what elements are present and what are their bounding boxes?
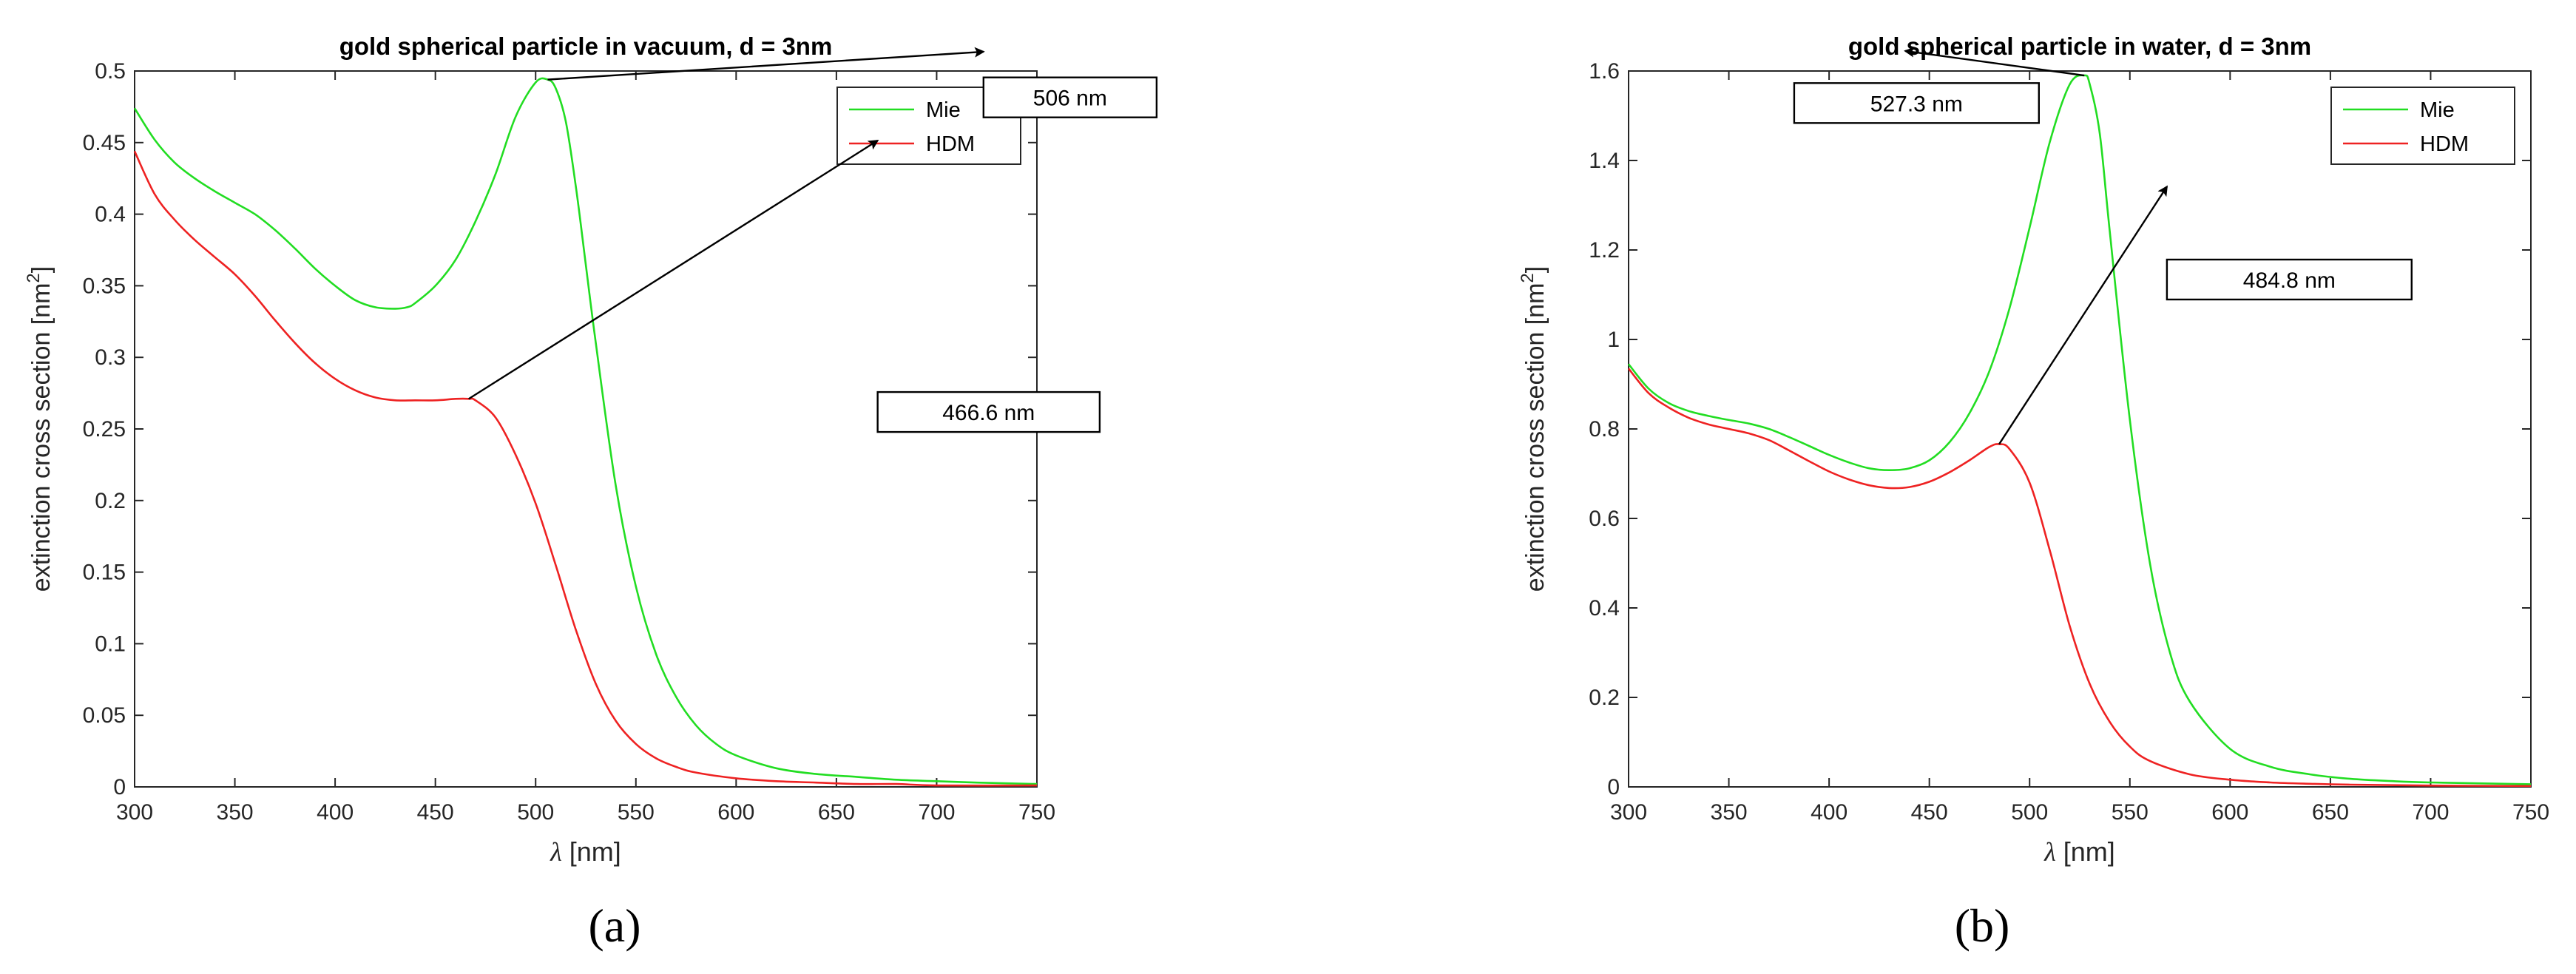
y-axis-label-text: extinction cross section [nm: [1521, 283, 1549, 592]
y-tick-label: 1.4: [1589, 149, 1620, 173]
x-axis-unit: [nm]: [2056, 836, 2115, 867]
x-axis-label: λ [nm]: [550, 836, 621, 867]
annotation-label: 506 nm: [1033, 87, 1107, 111]
series-line-mie: [1627, 74, 2532, 785]
legend-label-mie: Mie: [926, 98, 961, 122]
x-axis-symbol: λ: [2043, 837, 2056, 867]
x-tick-label: 350: [217, 800, 254, 825]
x-tick-label: 700: [2412, 800, 2449, 825]
annotation: 484.8 nm: [1998, 185, 2413, 445]
x-tick-label: 400: [1811, 800, 1848, 825]
legend: Mie HDM: [2330, 87, 2515, 165]
annotation-label: 466.6 nm: [942, 401, 1035, 425]
annotation-arrow: [468, 139, 879, 400]
legend-label-hdm: HDM: [2420, 132, 2469, 156]
y-tick-label: 1.2: [1589, 238, 1620, 263]
annotation-arrow: [1904, 47, 2085, 77]
y-tick-label: 0.35: [83, 274, 126, 298]
x-tick-label: 600: [2211, 800, 2248, 825]
chart-title: gold spherical particle in vacuum, d = 3…: [339, 33, 833, 60]
legend-box: [2330, 87, 2515, 165]
annotation-box: [982, 76, 1158, 118]
annotation-label: 484.8 nm: [2243, 268, 2336, 293]
y-tick-label: 0.5: [95, 59, 126, 84]
chart-a: 300 350 400 450 500 550 600 650 700 750 0 0.05 0.1 0.…: [24, 33, 1158, 867]
series-line-mie: [133, 77, 1038, 785]
x-axis-symbol: λ: [550, 837, 562, 867]
annotation-box: [2166, 258, 2413, 301]
y-axis-label-superscript: 2: [1518, 273, 1538, 283]
x-tick-label: 750: [2512, 800, 2549, 825]
y-tick-label: 1.6: [1589, 59, 1620, 84]
x-tick-label: 750: [1018, 800, 1055, 825]
annotation: 506 nm: [547, 47, 1158, 118]
x-tick-label: 600: [717, 800, 754, 825]
x-tick-label: 650: [2312, 800, 2349, 825]
x-tick-label: 500: [2011, 800, 2048, 825]
annotation-box: [1793, 82, 2040, 124]
y-axis-label-close: ]: [27, 266, 55, 273]
y-tick-label: 0.45: [83, 131, 126, 155]
x-tick-label: 450: [417, 800, 454, 825]
y-tick-label: 0.2: [95, 489, 126, 513]
y-tick-label: 0.15: [83, 561, 126, 585]
y-tick-label: 1: [1607, 328, 1620, 352]
annotation-arrow: [1998, 185, 2168, 445]
caption-a: (a): [588, 899, 641, 952]
legend-label-mie: Mie: [2420, 98, 2455, 122]
series-line-hdm: [133, 150, 1038, 787]
x-tick-label: 550: [2112, 800, 2149, 825]
x-tick-label: 350: [1711, 800, 1748, 825]
x-tick-label: 400: [317, 800, 354, 825]
legend-label-hdm: HDM: [926, 132, 975, 156]
x-axis-unit: [nm]: [562, 836, 621, 867]
y-axis-label: extinction cross section [nm2]: [24, 266, 55, 592]
y-tick-label: 0: [1607, 775, 1620, 799]
annotation-box: [876, 390, 1101, 433]
x-tick-label: 300: [116, 800, 153, 825]
plot-area: [1628, 70, 2532, 788]
y-tick-label: 0.6: [1589, 507, 1620, 531]
x-tick-label: 700: [918, 800, 955, 825]
annotation: 466.6 nm: [468, 139, 1101, 433]
annotation-label: 527.3 nm: [1870, 92, 1963, 116]
y-tick-label: 0.4: [95, 203, 126, 227]
y-tick-label: 0.05: [83, 703, 126, 728]
x-tick-label: 550: [618, 800, 655, 825]
y-axis-label-superscript: 2: [24, 273, 44, 283]
x-tick-label: 300: [1610, 800, 1647, 825]
chart-title: gold spherical particle in water, d = 3n…: [1848, 33, 2311, 60]
y-tick-label: 0.1: [95, 632, 126, 656]
y-tick-label: 0.25: [83, 417, 126, 442]
y-tick-label: 0.2: [1589, 686, 1620, 710]
caption-b: (b): [1954, 899, 2010, 952]
y-tick-label: 0.3: [95, 345, 126, 370]
x-tick-label: 450: [1911, 800, 1948, 825]
annotation: 527.3 nm: [1793, 47, 2085, 124]
x-tick-label: 500: [517, 800, 554, 825]
x-axis-label: λ [nm]: [2043, 836, 2115, 867]
annotation-arrow: [547, 47, 985, 81]
y-axis-label: extinction cross section [nm2]: [1518, 266, 1549, 592]
y-axis-label-close: ]: [1521, 266, 1549, 273]
y-tick-label: 0.8: [1589, 417, 1620, 442]
series-line-hdm: [1627, 368, 2532, 788]
chart-b: 300 350 400 450 500 550 600 650 700 750 0 0.2 0.4 0.6…: [1518, 33, 2549, 867]
x-tick-label: 650: [818, 800, 855, 825]
y-axis-label-text: extinction cross section [nm: [27, 283, 55, 592]
y-tick-label: 0: [113, 775, 126, 799]
y-tick-label: 0.4: [1589, 596, 1620, 620]
